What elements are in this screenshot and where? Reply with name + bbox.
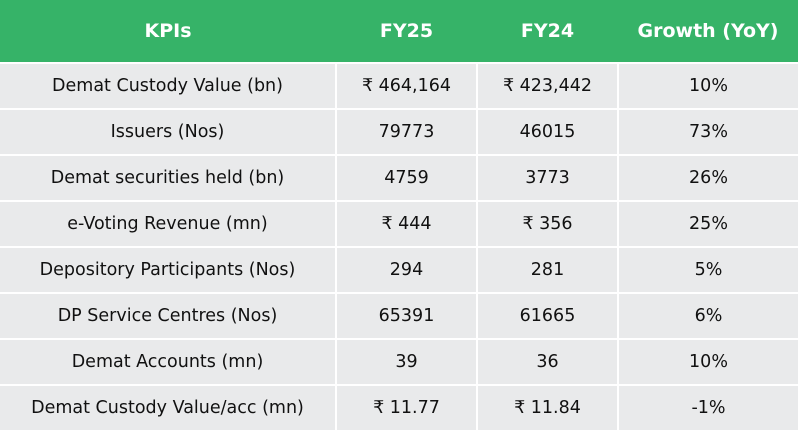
fy25-value: 294 (335, 246, 478, 294)
kpi-name: Depository Participants (Nos) (0, 246, 337, 294)
fy24-value: 61665 (476, 292, 619, 340)
kpi-name: Issuers (Nos) (0, 108, 337, 156)
fy24-value: ₹ 356 (476, 200, 619, 248)
kpi-name: DP Service Centres (Nos) (0, 292, 337, 340)
fy24-value: 281 (476, 246, 619, 294)
table-row: Demat securities held (bn) 4759 3773 26% (0, 154, 798, 202)
growth-value: 10% (617, 338, 798, 386)
growth-value: 73% (617, 108, 798, 156)
fy25-value: 4759 (335, 154, 478, 202)
kpi-name: Demat Custody Value/acc (mn) (0, 384, 337, 432)
fy24-value: ₹ 423,442 (476, 62, 619, 110)
fy24-value: 46015 (476, 108, 619, 156)
header-kpis: KPIs (0, 0, 336, 63)
fy24-value: 3773 (476, 154, 619, 202)
kpi-name: e-Voting Revenue (mn) (0, 200, 337, 248)
kpi-name: Demat Custody Value (bn) (0, 62, 337, 110)
growth-value: -1% (617, 384, 798, 432)
table-row: Issuers (Nos) 79773 46015 73% (0, 108, 798, 156)
growth-value: 26% (617, 154, 798, 202)
fy25-value: ₹ 11.77 (335, 384, 478, 432)
fy25-value: ₹ 464,164 (335, 62, 478, 110)
fy25-value: 79773 (335, 108, 478, 156)
table-row: Demat Custody Value/acc (mn) ₹ 11.77 ₹ 11.… (0, 384, 798, 432)
growth-value: 6% (617, 292, 798, 340)
fy24-value: ₹ 11.84 (476, 384, 619, 432)
growth-value: 5% (617, 246, 798, 294)
header-fy25: FY25 (336, 0, 477, 63)
header-fy24: FY24 (477, 0, 618, 63)
fy25-value: 39 (335, 338, 478, 386)
table-row: Depository Participants (Nos) 294 281 5% (0, 246, 798, 294)
table-row: e-Voting Revenue (mn) ₹ 444 ₹ 356 25% (0, 200, 798, 248)
fy24-value: 36 (476, 338, 619, 386)
fy25-value: ₹ 444 (335, 200, 478, 248)
table-row: DP Service Centres (Nos) 65391 61665 6% (0, 292, 798, 340)
header-growth: Growth (YoY) (618, 0, 798, 63)
header-row: KPIs FY25 FY24 Growth (YoY) (0, 0, 798, 63)
growth-value: 10% (617, 62, 798, 110)
table-row: Demat Custody Value (bn) ₹ 464,164 ₹ 423,4… (0, 62, 798, 110)
table-row: Demat Accounts (mn) 39 36 10% (0, 338, 798, 386)
fy25-value: 65391 (335, 292, 478, 340)
kpi-name: Demat Accounts (mn) (0, 338, 337, 386)
kpi-name: Demat securities held (bn) (0, 154, 337, 202)
growth-value: 25% (617, 200, 798, 248)
